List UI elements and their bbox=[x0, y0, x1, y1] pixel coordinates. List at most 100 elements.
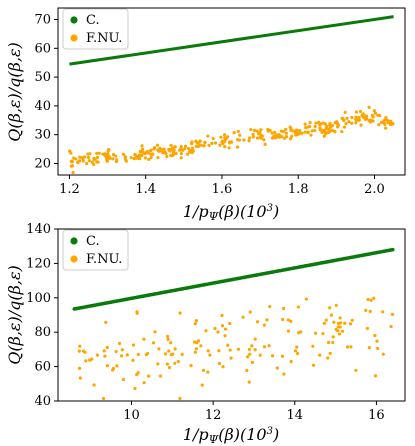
top-fnu-series-point bbox=[188, 150, 192, 154]
bottom-fnu-series-point bbox=[213, 326, 217, 331]
top-fnu-series-point bbox=[313, 128, 317, 133]
top-fnu-series-point bbox=[382, 119, 386, 123]
top-fnu-series-point bbox=[74, 157, 78, 161]
top-fnu-series-point bbox=[367, 105, 371, 109]
bottom-x-tick-label: 16 bbox=[368, 408, 385, 423]
top-fnu-series-point bbox=[165, 154, 169, 159]
top-fnu-series-point bbox=[251, 135, 255, 139]
top-fnu-series-point bbox=[76, 160, 80, 164]
bottom-fnu-series-point bbox=[289, 319, 293, 323]
bottom-fnu-series-point bbox=[220, 313, 224, 318]
top-legend-c-marker bbox=[70, 16, 78, 24]
bottom-fnu-series-point bbox=[268, 304, 272, 309]
top-fnu-series-point bbox=[347, 120, 351, 124]
top-fnu-series-point bbox=[323, 129, 327, 134]
bottom-fnu-series-point bbox=[373, 374, 378, 378]
bottom-fnu-series-point bbox=[102, 349, 106, 353]
bottom-fnu-series-point bbox=[206, 349, 210, 353]
top-fnu-series-point bbox=[355, 118, 359, 122]
bottom-fnu-series-point bbox=[372, 296, 376, 300]
bottom-fnu-series-point bbox=[267, 344, 271, 348]
top-fnu-series-point bbox=[359, 123, 363, 127]
top-fnu-series-point bbox=[70, 164, 75, 168]
bottom-fnu-series-point bbox=[262, 345, 266, 349]
top-fnu-series-point bbox=[309, 133, 313, 137]
top-fnu-series-point bbox=[252, 128, 256, 132]
top-fnu-series-point bbox=[345, 116, 349, 120]
bottom-fnu-series-point bbox=[121, 377, 126, 382]
top-fnu-series-point bbox=[105, 159, 109, 163]
top-fnu-series-point bbox=[111, 153, 116, 157]
top-fnu-series-point bbox=[135, 154, 139, 159]
bottom-fnu-series-point bbox=[331, 335, 335, 339]
bottom-fnu-series-point bbox=[135, 373, 139, 377]
bottom-fnu-series-point bbox=[216, 330, 220, 334]
top-fnu-series-point bbox=[284, 134, 289, 139]
bottom-fnu-series-point bbox=[193, 322, 197, 326]
top-fnu-series-point bbox=[236, 129, 240, 133]
bottom-y-tick-label: 80 bbox=[34, 325, 51, 340]
top-fnu-series-point bbox=[324, 126, 328, 131]
top-fnu-series-point bbox=[249, 127, 253, 132]
bottom-legend-fnu-label: F.NU. bbox=[86, 252, 122, 267]
bottom-fnu-series-point bbox=[328, 351, 332, 355]
top-fnu-series-point bbox=[149, 155, 153, 160]
top-fnu-series-point bbox=[81, 159, 85, 163]
bottom-fnu-series-point bbox=[348, 322, 353, 326]
top-fnu-series-point bbox=[142, 151, 146, 155]
bottom-fnu-series-point bbox=[119, 354, 124, 358]
top-fnu-series-point bbox=[288, 137, 293, 141]
top-fnu-series-point bbox=[294, 130, 298, 134]
top-fnu-series-point bbox=[179, 151, 184, 156]
top-fnu-series-point bbox=[143, 156, 148, 160]
top-fnu-series-point bbox=[169, 148, 173, 152]
top-fnu-series-point bbox=[173, 145, 177, 149]
top-fnu-series-point bbox=[92, 157, 97, 162]
top-fnu-series-point bbox=[327, 127, 331, 131]
top-fnu-series-point bbox=[172, 152, 176, 156]
top-fnu-series-point bbox=[363, 117, 368, 122]
top-fnu-series-point bbox=[190, 146, 195, 150]
bottom-fnu-series-point bbox=[245, 368, 249, 373]
top-fnu-series-point bbox=[327, 130, 331, 135]
top-plot-area bbox=[68, 15, 395, 175]
bottom-fnu-series-point bbox=[327, 340, 331, 345]
bottom-fnu-series-point bbox=[199, 344, 203, 348]
top-fnu-series-point bbox=[95, 160, 99, 164]
top-fnu-series-point bbox=[238, 133, 242, 137]
bottom-fnu-series-point bbox=[103, 354, 107, 358]
bottom-fnu-series-point bbox=[193, 350, 198, 354]
top-fnu-series-point bbox=[377, 123, 381, 127]
bottom-fnu-series-point bbox=[373, 333, 377, 338]
top-fnu-series-point bbox=[164, 151, 168, 156]
top-fnu-series-point bbox=[319, 128, 323, 132]
top-fnu-series-point bbox=[86, 155, 90, 160]
bottom-fnu-series-point bbox=[255, 320, 260, 324]
bottom-fnu-series-point bbox=[236, 347, 240, 351]
top-fnu-series-point bbox=[322, 134, 326, 138]
top-fnu-series-point bbox=[330, 124, 334, 128]
top-x-axis-label: 1/pΨ(β)(103) bbox=[183, 202, 279, 223]
top-legend-c-label: C. bbox=[86, 13, 100, 28]
top-fnu-series-point bbox=[289, 128, 293, 132]
top-fnu-series-point bbox=[313, 124, 317, 129]
bottom-fnu-series-point bbox=[331, 340, 335, 345]
bottom-fnu-series-point bbox=[286, 329, 291, 333]
bottom-fnu-series-point bbox=[343, 321, 347, 325]
bottom-fnu-series-point bbox=[147, 374, 151, 378]
bottom-fnu-series-point bbox=[289, 359, 293, 364]
bottom-fnu-series-point bbox=[90, 357, 94, 361]
top-fnu-series-point bbox=[270, 136, 275, 140]
top-fnu-series-point bbox=[383, 122, 387, 127]
top-fnu-series-point bbox=[284, 131, 288, 135]
bottom-fnu-series-point bbox=[366, 297, 370, 302]
bottom-fnu-series-point bbox=[163, 352, 168, 356]
bottom-fnu-series-point bbox=[369, 298, 373, 302]
bottom-fnu-series-point bbox=[324, 318, 328, 322]
bottom-fnu-series-point bbox=[104, 320, 108, 324]
top-fnu-series-point bbox=[303, 130, 307, 134]
bottom-fnu-series-point bbox=[314, 331, 318, 335]
bottom-fnu-series-point bbox=[166, 334, 170, 339]
bottom-fnu-series-point bbox=[192, 340, 197, 344]
